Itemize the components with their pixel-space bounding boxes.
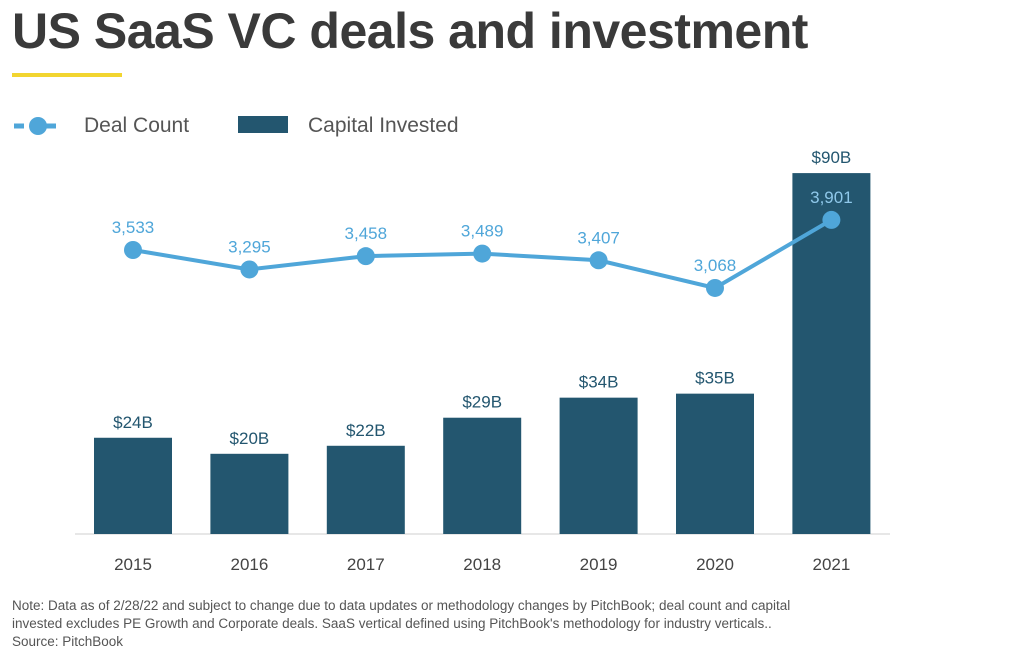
bar-2018 <box>443 417 522 534</box>
deal-point-2018 <box>473 244 492 263</box>
deal-label-2019: 3,407 <box>577 228 620 247</box>
x-tick-2017: 2017 <box>347 555 385 574</box>
x-tick-2015: 2015 <box>114 555 152 574</box>
x-tick-2020: 2020 <box>696 555 734 574</box>
deal-point-2017 <box>356 247 375 266</box>
deal-point-2015 <box>124 241 142 259</box>
x-tick-2018: 2018 <box>463 555 501 574</box>
legend-deal-count-label: Deal Count <box>84 114 190 137</box>
bar-label-2020: $35B <box>695 369 735 388</box>
x-tick-2019: 2019 <box>580 555 618 574</box>
footnote: Note: Data as of 2/28/22 and subject to … <box>12 597 1032 651</box>
bar-label-2016: $20B <box>230 429 270 448</box>
bar-label-2015: $24B <box>113 413 153 432</box>
x-tick-2021: 2021 <box>812 555 850 574</box>
chart-title: US SaaS VC deals and investment <box>12 3 808 59</box>
deal-label-2021: 3,901 <box>810 188 853 207</box>
bar-label-2017: $22B <box>346 421 386 440</box>
deal-label-2018: 3,489 <box>461 222 504 241</box>
deal-point-2020 <box>706 278 724 297</box>
deal-label-2016: 3,295 <box>228 237 271 256</box>
bar-label-2021: $90B <box>812 148 852 167</box>
bar-2020 <box>676 393 754 534</box>
deal-label-2020: 3,068 <box>694 256 737 275</box>
deal-point-2019 <box>589 251 608 270</box>
bar-2016 <box>210 453 289 534</box>
bar-label-2018: $29B <box>462 393 502 412</box>
deal-point-2021 <box>822 210 841 229</box>
bar-2015 <box>94 437 172 534</box>
title-underline <box>12 73 122 77</box>
deal-label-2017: 3,458 <box>345 224 388 243</box>
legend-capital-invested-icon <box>238 116 288 133</box>
legend-capital-invested-label: Capital Invested <box>308 114 459 137</box>
note-line-2: invested excludes PE Growth and Corporat… <box>12 616 772 631</box>
deal-label-2015: 3,533 <box>112 218 155 237</box>
deal-point-2016 <box>240 260 259 279</box>
bar-2017 <box>326 445 405 534</box>
bar-label-2019: $34B <box>579 373 619 392</box>
legend-deal-count-icon <box>14 117 62 135</box>
x-tick-2016: 2016 <box>230 555 268 574</box>
note-line-1: Note: Data as of 2/28/22 and subject to … <box>12 598 791 613</box>
note-line-3: Source: PitchBook <box>12 634 124 649</box>
bar-2019 <box>559 397 638 534</box>
